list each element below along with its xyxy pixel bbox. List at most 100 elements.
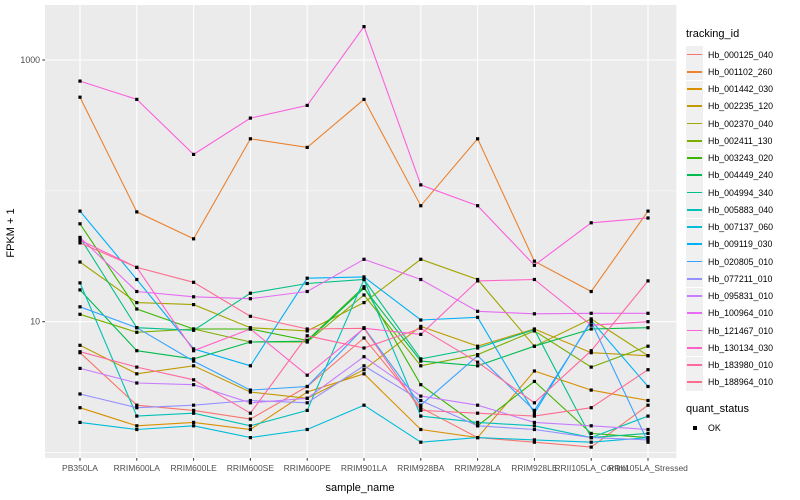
point-Hb_020805_010-RRIM600PE <box>305 384 309 389</box>
point-Hb_002370_040-RRII105LA_Control <box>589 317 593 321</box>
point-Hb_009119_030-RRIM600LA <box>135 277 139 282</box>
point-Hb_004994_340-RRIM600SE <box>248 291 252 295</box>
legend-item-Hb_007137_060: Hb_007137_060 <box>686 218 798 236</box>
point-Hb_002411_130-RRIM901LA <box>362 293 366 297</box>
point-Hb_000125_040-RRIM600LE <box>192 408 196 412</box>
x-tick-label-RRIM928BA: RRIM928BA <box>397 463 445 473</box>
point-Hb_009119_030-RRIM901LA <box>362 275 366 279</box>
point-Hb_077211_010-RRIM600LA <box>135 406 139 410</box>
point-Hb_004449_240-PB350LA <box>78 288 82 292</box>
point-Hb_004449_240-RRIM600PE <box>305 339 309 343</box>
legend-label: Hb_002370_040 <box>708 118 774 129</box>
point-Hb_188964_010-RRIM928LE <box>532 414 536 418</box>
point-Hb_005883_040-RRII105LA_Stressed <box>646 414 650 418</box>
point-Hb_001102_260-RRII105LA_Control <box>589 289 593 294</box>
legend-label: Hb_001442_030 <box>708 84 774 95</box>
gridlines <box>45 5 677 458</box>
legend-key-Hb_009119_030 <box>686 235 703 253</box>
point-Hb_188964_010-PB350LA <box>78 241 82 245</box>
point-Hb_183980_010-RRIM600SE <box>248 411 252 415</box>
point-Hb_121467_010-RRIM600SE <box>248 116 252 120</box>
point-Hb_121467_010-RRIM928BA <box>419 183 423 187</box>
point-Hb_121467_010-RRIM928LE <box>532 263 536 267</box>
legend-key-Hb_001442_030 <box>686 80 703 98</box>
point-Hb_007137_060-RRIM928LA <box>476 436 480 440</box>
point-Hb_003243_020-PB350LA <box>78 222 82 226</box>
legend-key-line-icon <box>687 243 702 246</box>
point-Hb_005883_040-RRIM928BA <box>419 414 423 418</box>
legend-item-Hb_001442_030: Hb_001442_030 <box>686 80 798 98</box>
legend-key-line-icon <box>687 295 702 297</box>
point-Hb_100964_010-RRIM600LE <box>192 295 196 299</box>
point-Hb_009119_030-RRIM600SE <box>248 364 252 368</box>
legend-key-line-icon <box>687 88 702 90</box>
point-Hb_121467_010-RRIM600PE <box>305 103 309 107</box>
point-Hb_001102_260-RRIM600SE <box>248 137 252 141</box>
y-axis-title: FPKM + 1 <box>5 208 17 257</box>
legend-label: Hb_009119_030 <box>708 239 773 250</box>
legend-key-Hb_020805_010 <box>686 253 703 271</box>
point-Hb_000125_040-RRII105LA_Control <box>589 445 593 449</box>
point-Hb_020805_010-RRIM600SE <box>248 388 252 392</box>
legend-key-line-icon <box>687 139 702 142</box>
point-Hb_183980_010-RRIM928LE <box>532 401 536 405</box>
point-Hb_005883_040-RRIM928LE <box>532 424 536 428</box>
point-Hb_002235_120-RRIM901LA <box>362 368 366 372</box>
point-Hb_002235_120-RRIM600SE <box>248 390 252 394</box>
legend-item-Hb_003243_020: Hb_003243_020 <box>686 149 798 167</box>
legend-label: Hb_005883_040 <box>708 204 774 215</box>
legend-key-Hb_001102_260 <box>686 63 703 81</box>
point-Hb_004449_240-RRIM600LA <box>135 349 139 353</box>
point-Hb_130134_030-RRIM928LA <box>476 279 480 283</box>
legend-label: Hb_002235_120 <box>708 101 774 112</box>
legend-tracking-items: Hb_000125_040 Hb_001102_260 Hb_001442_030 H… <box>686 46 798 391</box>
point-Hb_077211_010-RRIM928LA <box>476 424 480 428</box>
x-tick-label-RRIM600LA: RRIM600LA <box>114 463 161 473</box>
legend-key-line-icon <box>687 191 702 194</box>
point-Hb_004449_240-RRIM600SE <box>248 340 252 344</box>
point-Hb_100964_010-RRIM928LE <box>532 312 536 316</box>
x-tick-label-PB350LA: PB350LA <box>62 463 98 473</box>
point-Hb_095831_010-RRIM600PE <box>305 396 309 400</box>
plot-panel <box>45 5 677 458</box>
legend-key-Hb_002235_120 <box>686 97 703 115</box>
point-Hb_003243_020-RRIM928LE <box>532 379 536 383</box>
point-Hb_004994_340-RRIM928LE <box>532 328 536 332</box>
legend-key-Hb_188964_010 <box>686 373 703 391</box>
legend-label: Hb_004449_240 <box>708 170 774 181</box>
point-Hb_002411_130-RRII105LA_Stressed <box>646 344 650 348</box>
point-Hb_001442_030-RRIM901LA <box>362 372 366 376</box>
legend-key-line-icon <box>687 277 702 280</box>
point-Hb_007137_060-RRII105LA_Stressed <box>646 436 650 440</box>
point-Hb_007137_060-RRIM901LA <box>362 403 366 407</box>
legend-key-line-icon <box>687 364 702 366</box>
legend-key-Hb_003243_020 <box>686 149 703 167</box>
legend-label: Hb_100964_010 <box>708 308 774 319</box>
point-Hb_009119_030-RRIM600LE <box>192 347 196 351</box>
legend-label: Hb_095831_010 <box>708 291 774 302</box>
point-Hb_100964_010-PB350LA <box>78 235 82 240</box>
legend-item-Hb_121467_010: Hb_121467_010 <box>686 322 798 340</box>
point-Hb_002370_040-RRIM901LA <box>362 301 366 305</box>
point-Hb_009119_030-PB350LA <box>78 209 82 213</box>
point-Hb_183980_010-RRIM600LE <box>192 378 196 382</box>
point-Hb_001102_260-RRII105LA_Stressed <box>646 209 650 213</box>
point-Hb_077211_010-RRIM600SE <box>248 398 252 403</box>
point-Hb_095831_010-RRIM928LA <box>476 403 480 407</box>
point-Hb_183980_010-RRII105LA_Control <box>589 349 593 353</box>
legend-key-line-icon <box>687 381 702 384</box>
point-Hb_007137_060-RRII105LA_Control <box>589 440 593 444</box>
legend-key-Hb_005883_040 <box>686 201 703 219</box>
point-Hb_000125_040-RRIM928BA <box>419 406 423 410</box>
point-Hb_002411_130-PB350LA <box>78 312 82 316</box>
legend-key-line-icon <box>687 122 702 125</box>
legend-quant-title: quant_status <box>686 403 749 415</box>
point-Hb_188964_010-RRII105LA_Control <box>589 406 593 410</box>
legend-key-line-icon <box>687 346 702 349</box>
point-Hb_121467_010-RRII105LA_Control <box>589 221 593 225</box>
point-Hb_020805_010-RRIM928LA <box>476 354 480 358</box>
point-Hb_183980_010-RRIM928LA <box>476 360 480 364</box>
point-Hb_121467_010-RRIM600LE <box>192 152 196 156</box>
point-Hb_001102_260-RRIM901LA <box>362 97 366 101</box>
